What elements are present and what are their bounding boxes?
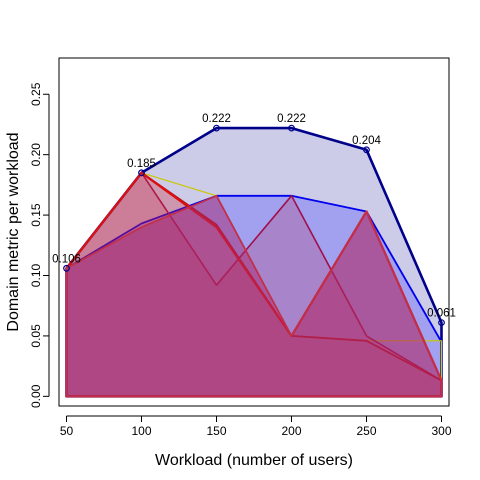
x-tick-label: 50 <box>60 424 74 438</box>
x-axis: 50 100 150 200 250 300 <box>60 416 452 438</box>
x-tick-label: 150 <box>206 424 226 438</box>
y-tick-label: 0.10 <box>29 263 43 287</box>
y-tick-label: 0.20 <box>29 143 43 167</box>
data-label: 0.061 <box>427 308 456 320</box>
data-label: 0.185 <box>127 158 156 170</box>
y-axis: 0.00 0.05 0.10 0.15 0.20 0.25 <box>29 82 49 408</box>
y-tick-label: 0.05 <box>29 324 43 348</box>
x-tick-label: 100 <box>131 424 151 438</box>
data-label: 0.106 <box>52 253 81 265</box>
data-label: 0.222 <box>277 113 306 125</box>
y-tick-label: 0.15 <box>29 203 43 227</box>
x-tick-label: 250 <box>356 424 376 438</box>
x-axis-title: Workload (number of users) <box>155 452 353 469</box>
y-axis-title: Domain metric per workload <box>5 132 22 331</box>
chart-areas <box>67 128 442 396</box>
data-label: 0.222 <box>202 113 231 125</box>
data-label: 0.204 <box>352 135 381 147</box>
y-tick-label: 0.25 <box>29 82 43 106</box>
x-tick-label: 300 <box>431 424 451 438</box>
x-tick-label: 200 <box>281 424 301 438</box>
y-tick-label: 0.00 <box>29 384 43 408</box>
